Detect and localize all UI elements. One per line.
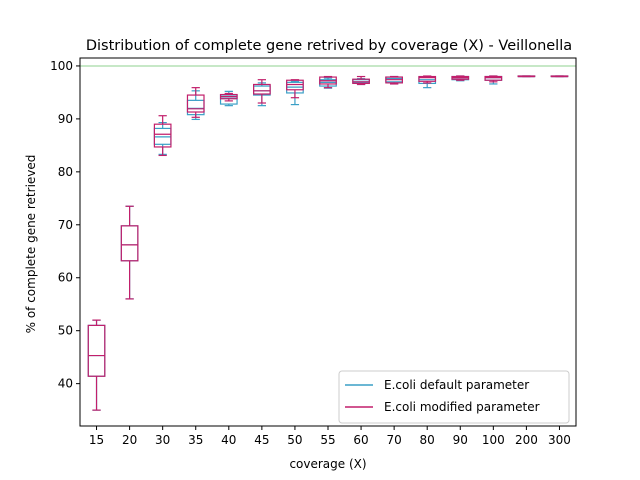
x-tick-label: 15 [89,433,104,447]
x-tick-label: 50 [287,433,302,447]
legend: E.coli default parameter E.coli modified… [338,370,570,424]
y-tick-label: 80 [58,165,73,179]
y-tick-label: 60 [58,271,73,285]
x-tick-label: 40 [221,433,236,447]
legend-label-modified: E.coli modified parameter [384,400,540,414]
y-tick-label: 70 [58,218,73,232]
x-axis-label: coverage (X) [289,457,366,471]
box-default [120,225,139,262]
x-tick-label: 30 [155,433,170,447]
x-tick-label: 300 [548,433,571,447]
box-modified [87,324,106,377]
x-tick-label: 45 [254,433,269,447]
x-tick-label: 55 [320,433,335,447]
y-tick-label: 40 [58,377,73,391]
x-tick-label: 100 [482,433,505,447]
legend-label-default: E.coli default parameter [384,378,529,392]
x-tick-label: 20 [122,433,137,447]
chart-title: Distribution of complete gene retrived b… [86,38,572,54]
x-tick-label: 90 [453,433,468,447]
x-tick-label: 35 [188,433,203,447]
box-modified [120,225,139,262]
box-default [87,324,106,377]
x-tick-label: 70 [386,433,401,447]
y-tick-label: 100 [50,59,73,73]
x-tick-label: 80 [420,433,435,447]
x-tick-label: 60 [353,433,368,447]
y-tick-label: 50 [58,324,73,338]
y-tick-label: 90 [58,112,73,126]
plot-area: 40 50 60 70 80 90 100 15 20 30 35 40 45 50 55 60 70 80 90 1… [50,57,577,447]
y-axis-label: % of complete gene retrieved [24,155,38,334]
legend-frame [338,370,570,424]
x-tick-label: 200 [515,433,538,447]
